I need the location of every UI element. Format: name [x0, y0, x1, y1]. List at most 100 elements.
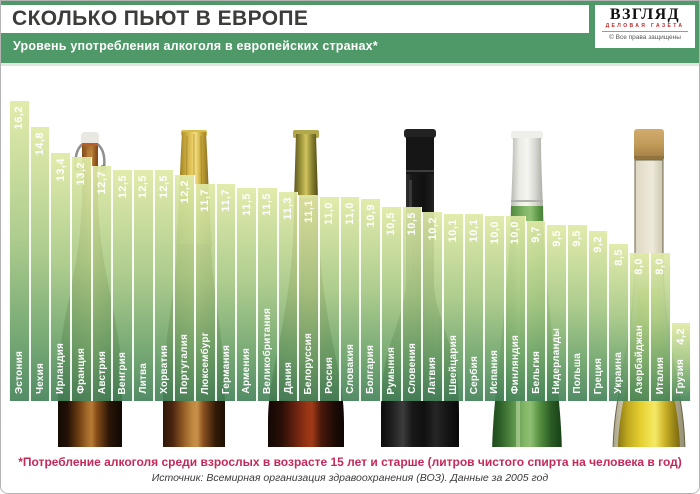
- bar-country: Литва: [137, 363, 149, 394]
- bar-value: 10,1: [468, 219, 481, 243]
- bar: 9,5 Польша: [567, 225, 588, 401]
- bar-value: 11,5: [261, 193, 274, 216]
- bar: 9,2 Греция: [587, 231, 609, 401]
- bar-value: 11,0: [323, 202, 336, 225]
- bar: 11,0 Словакия: [339, 197, 361, 401]
- bar: 13,2 Франция: [71, 157, 92, 401]
- bar-country: Чехия: [34, 363, 46, 394]
- bar-value: 8,0: [654, 258, 667, 275]
- bar-value: 12,5: [137, 175, 150, 199]
- bar-value: 11,1: [302, 200, 315, 223]
- bar: 11,1 Белоруссия: [298, 195, 320, 401]
- bar-country: Азербайджан: [633, 325, 645, 394]
- bar: 8,0 Италия: [649, 253, 671, 401]
- bar: 10,2 Латвия: [422, 212, 444, 401]
- bar: 16,2 Эстония: [9, 101, 30, 401]
- bar: 9,7 Бельгия: [525, 221, 547, 401]
- bar-value: 8,0: [633, 258, 646, 275]
- bar-country: Латвия: [427, 356, 439, 394]
- bar-value: 11,7: [220, 189, 233, 212]
- publisher-logo: ВЗГЛЯД ДЕЛОВАЯ ГАЗЕТА © Все права защище…: [595, 5, 695, 48]
- bar-country: Россия: [323, 357, 335, 394]
- bar: 11,5 Великобритания: [257, 188, 278, 401]
- bar-country: Финляндия: [509, 334, 521, 394]
- bar-country: Франция: [75, 348, 87, 394]
- bar: 10,5 Словения: [401, 207, 423, 401]
- bar: 12,5 Венгрия: [112, 170, 134, 401]
- bar-country: Швейцария: [447, 334, 459, 395]
- bar-country: Португалия: [179, 333, 191, 394]
- bar-country: Украина: [613, 352, 625, 394]
- bar-country: Армения: [241, 348, 253, 394]
- bar-value: 10,9: [364, 204, 377, 228]
- bar-country: Испания: [489, 350, 501, 394]
- logo-wordmark: ВЗГЛЯД: [609, 6, 681, 23]
- bar-country: Люксембург: [199, 331, 211, 394]
- bar-value: 9,2: [592, 236, 605, 253]
- bar-value: 12,7: [96, 171, 109, 195]
- bar: 12,5 Литва: [133, 170, 154, 401]
- bar-value: 13,4: [54, 158, 67, 182]
- bar-value: 11,7: [199, 189, 212, 212]
- bar-value: 9,5: [571, 230, 584, 247]
- page-title: СКОЛЬКО ПЬЮТ В ЕВРОПЕ: [12, 7, 309, 30]
- bar-country: Италия: [654, 356, 666, 394]
- title-strip: СКОЛЬКО ПЬЮТ В ЕВРОПЕ: [1, 5, 589, 33]
- footnote: *Потребление алкоголя среди взрослых в в…: [18, 455, 682, 469]
- bar-value: 8,5: [612, 249, 625, 266]
- bar: 11,7 Люксембург: [195, 184, 216, 401]
- bar: 8,0 Азербайджан: [629, 253, 650, 401]
- bar: 11,3 Дания: [277, 192, 299, 401]
- bar-country: Великобритания: [261, 308, 273, 394]
- bar: 10,0 Испания: [484, 216, 506, 401]
- bar-value: 12,2: [178, 180, 191, 204]
- bar-value: 10,5: [406, 212, 419, 236]
- bar: 14,8 Чехия: [29, 127, 51, 401]
- bar-value: 4,2: [674, 328, 687, 345]
- bar-country: Грузия: [675, 359, 687, 394]
- bar-country: Румыния: [385, 346, 397, 394]
- chart-subtitle: Уровень употребления алкоголя в европейс…: [13, 39, 378, 53]
- bar-country: Нидерланды: [551, 328, 563, 394]
- bar: 4,2 Грузия: [670, 323, 692, 401]
- bar: 10,1 Швейцария: [443, 214, 464, 401]
- bar-country: Хорватия: [158, 345, 170, 394]
- bar-country: Австрия: [96, 350, 108, 394]
- bar-value: 10,0: [488, 221, 501, 245]
- bar-value: 16,2: [13, 106, 26, 130]
- bar-value: 12,5: [158, 175, 171, 199]
- alcohol-consumption-bars: 16,2 Эстония 14,8 Чехия 13,4 Ирландия 13…: [9, 99, 692, 401]
- bar-value: 9,5: [550, 230, 563, 247]
- bar: 12,2 Португалия: [174, 175, 196, 401]
- bar-country: Германия: [220, 344, 232, 394]
- bar-country: Дания: [282, 362, 294, 394]
- bar-country: Ирландия: [55, 343, 67, 394]
- bar-value: 10,2: [426, 217, 439, 241]
- bar-country: Болгария: [365, 345, 377, 394]
- copyright-text: © Все права защищены: [602, 31, 688, 41]
- bar: 11,5 Армения: [236, 188, 258, 401]
- source-text: Источник: Всемирная организация здравоох…: [151, 472, 549, 484]
- bar-value: 9,7: [530, 226, 543, 243]
- bar-value: 11,3: [282, 197, 295, 220]
- bar-country: Польша: [571, 353, 583, 394]
- bar: 11,7 Германия: [215, 184, 237, 401]
- bar-country: Бельгия: [530, 351, 542, 394]
- bar-country: Словения: [406, 343, 418, 394]
- bar: 10,0 Финляндия: [505, 216, 526, 401]
- bar: 10,5 Румыния: [381, 207, 402, 401]
- bar-value: 10,0: [509, 221, 522, 245]
- bar-country: Белоруссия: [303, 332, 315, 394]
- logo-tagline: ДЕЛОВАЯ ГАЗЕТА: [605, 23, 685, 29]
- bar-country: Сербия: [468, 355, 480, 394]
- bar: 12,5 Хорватия: [153, 170, 175, 401]
- bar-value: 11,0: [344, 202, 357, 225]
- bar: 10,9 Болгария: [360, 199, 382, 401]
- bar: 13,4 Ирландия: [50, 153, 72, 401]
- bar-value: 10,1: [447, 219, 460, 243]
- bar-country: Словакия: [344, 344, 356, 394]
- bar-value: 14,8: [34, 132, 46, 156]
- bar: 10,1 Сербия: [463, 214, 485, 401]
- bar-value: 13,2: [75, 162, 88, 186]
